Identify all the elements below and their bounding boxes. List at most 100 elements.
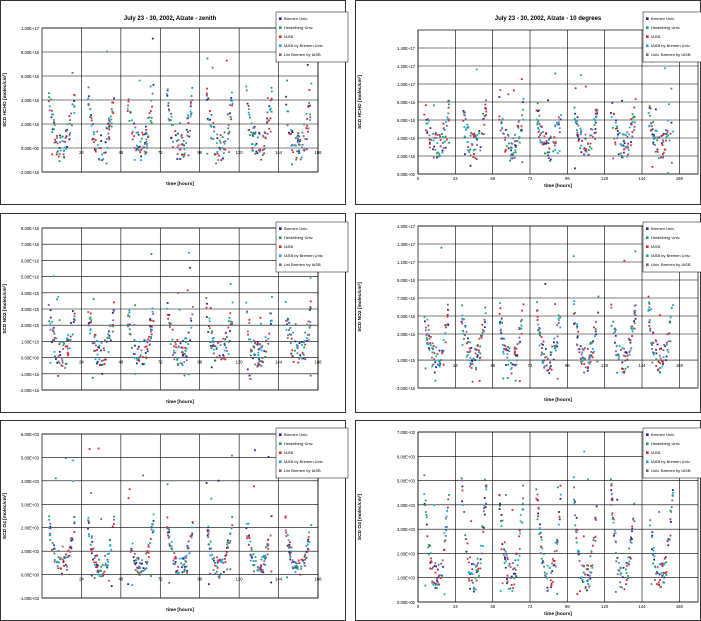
data-point <box>100 359 103 362</box>
data-point <box>90 117 93 119</box>
data-point <box>466 123 469 126</box>
data-point <box>128 332 131 335</box>
data-point <box>175 557 178 560</box>
data-point <box>660 572 663 574</box>
legend-entry: IASB by Bremen Univ. <box>284 43 324 48</box>
data-point <box>424 129 427 132</box>
data-point <box>252 345 255 348</box>
data-point <box>57 360 60 363</box>
data-point <box>300 565 303 568</box>
data-point <box>310 82 313 85</box>
data-point <box>552 558 554 560</box>
data-point <box>133 323 136 326</box>
legend-marker <box>646 35 649 38</box>
data-point <box>113 308 116 311</box>
data-point <box>542 561 545 564</box>
data-point <box>258 343 261 346</box>
data-point <box>267 456 270 458</box>
data-point <box>473 152 475 155</box>
data-point <box>113 518 115 521</box>
data-point <box>543 565 545 568</box>
y-tick-label: 8.00E+16 <box>397 100 416 105</box>
data-point <box>509 566 512 569</box>
data-point <box>657 581 660 584</box>
data-point <box>168 581 171 584</box>
data-point <box>246 537 249 540</box>
data-point <box>288 322 291 324</box>
data-point <box>308 89 311 91</box>
data-point <box>663 343 666 346</box>
data-point <box>261 357 264 360</box>
data-point <box>609 478 612 481</box>
data-point <box>226 350 228 352</box>
data-point <box>292 331 295 334</box>
chart-title: July 23 - 30, 2002, Alzate - zenith <box>124 16 217 22</box>
data-point <box>143 363 146 365</box>
data-point <box>136 359 139 361</box>
data-point <box>248 374 251 377</box>
data-point <box>663 557 666 560</box>
data-point <box>552 560 555 562</box>
data-point <box>579 127 582 130</box>
data-point <box>90 537 93 539</box>
data-point <box>622 139 625 142</box>
data-point <box>149 325 152 328</box>
y-tick-label: 4.00E+16 <box>397 136 416 141</box>
data-point <box>447 498 450 501</box>
data-point <box>651 534 654 537</box>
data-point <box>168 544 171 547</box>
data-point <box>134 563 137 566</box>
data-point <box>427 324 430 327</box>
data-point <box>467 341 469 343</box>
data-point <box>209 110 211 112</box>
data-point <box>631 325 634 328</box>
data-point <box>301 131 304 134</box>
data-point <box>306 550 309 553</box>
data-point <box>248 322 251 325</box>
data-point <box>174 134 177 137</box>
data-point <box>461 317 464 320</box>
data-point <box>574 120 577 123</box>
data-point <box>628 133 630 136</box>
data-point <box>432 583 435 586</box>
data-point <box>634 304 637 307</box>
data-point <box>510 372 513 375</box>
y-tick-label: 6.00E+16 <box>21 258 40 263</box>
data-point <box>293 565 296 568</box>
data-point <box>297 361 300 364</box>
data-point <box>556 342 559 345</box>
data-point <box>172 559 175 562</box>
data-point <box>225 336 228 338</box>
data-point <box>300 156 303 159</box>
data-point <box>472 357 475 360</box>
data-point <box>584 149 587 152</box>
data-point <box>470 359 473 362</box>
data-point <box>468 347 471 350</box>
data-point <box>306 118 309 120</box>
data-point <box>544 283 547 285</box>
legend-marker <box>646 44 649 47</box>
data-point <box>136 557 139 559</box>
data-point <box>556 335 559 338</box>
data-point <box>143 567 146 570</box>
data-point <box>96 554 98 557</box>
data-point <box>667 538 670 540</box>
data-point <box>111 110 114 113</box>
data-point <box>514 146 517 148</box>
data-point <box>672 130 674 133</box>
data-point <box>581 139 583 142</box>
data-point <box>48 92 50 95</box>
data-point <box>653 558 656 561</box>
data-point <box>577 134 580 137</box>
data-point <box>664 556 667 559</box>
data-point <box>583 371 585 374</box>
data-point <box>441 351 444 354</box>
data-point <box>466 542 469 545</box>
data-point <box>307 130 309 133</box>
legend-marker <box>646 433 649 436</box>
data-point <box>131 550 134 552</box>
data-point <box>145 357 148 360</box>
data-point <box>143 133 146 136</box>
data-point <box>622 354 625 357</box>
